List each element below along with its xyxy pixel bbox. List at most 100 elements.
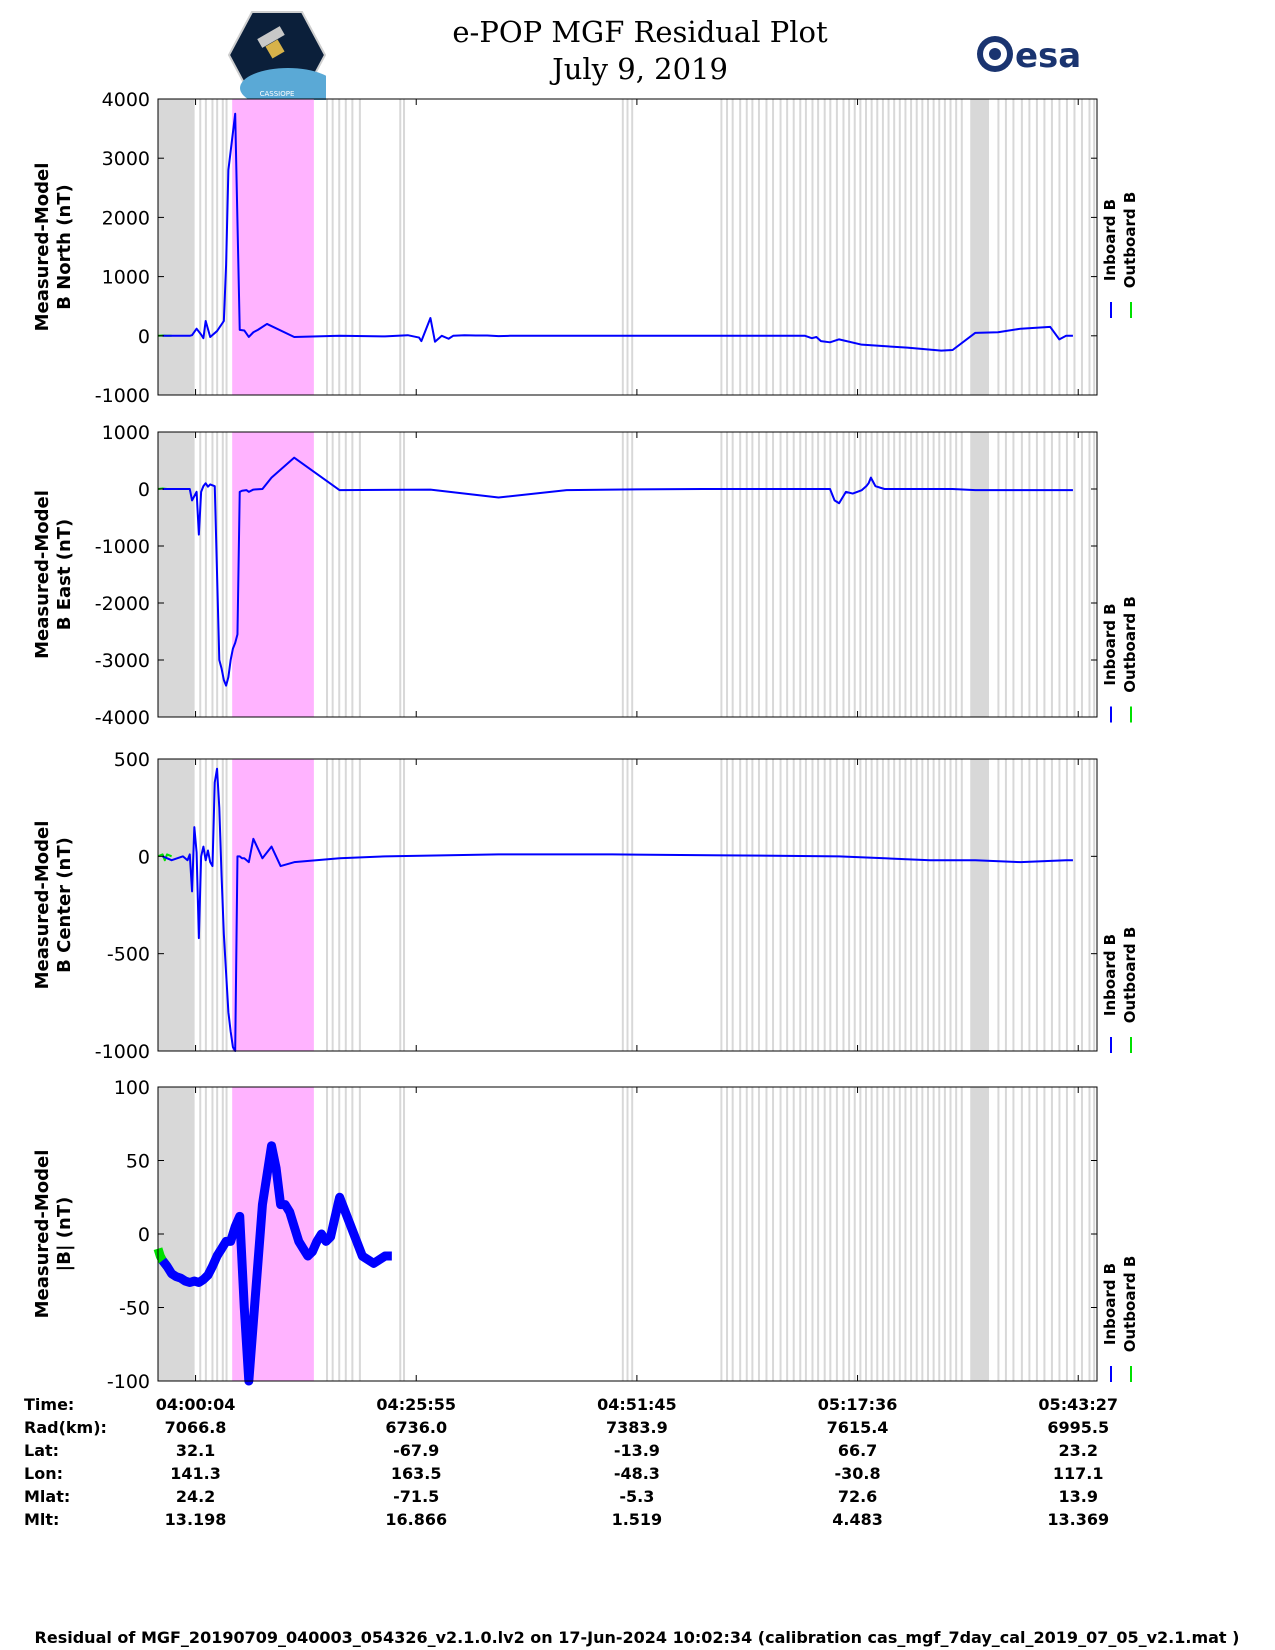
annotation-row-label: Lon:: [24, 1464, 63, 1483]
panel-4: 100 50 0 -50 -100 Measured-Model|B| (nT) Inboa…: [32, 1077, 1139, 1393]
title-line-1: e-POP MGF Residual Plot: [452, 15, 828, 49]
title-line-2: July 9, 2019: [552, 52, 728, 86]
annotation-value: 163.5: [391, 1464, 442, 1483]
annotation-value: 6995.5: [1047, 1418, 1109, 1437]
plot-frame: [157, 98, 1098, 396]
data-gap-band: [158, 99, 195, 395]
annotation-value: 16.866: [385, 1510, 447, 1529]
mission-logo: CASSIOPE: [228, 11, 326, 100]
annotation-value: -71.5: [393, 1487, 439, 1506]
annotation-row-label: Mlat:: [24, 1487, 70, 1506]
legend-outboard-label: Outboard B: [1121, 1256, 1139, 1353]
annotation-value: 7066.8: [165, 1418, 227, 1437]
esa-logo: esa: [977, 36, 1081, 76]
annotation-value: 23.2: [1058, 1441, 1097, 1460]
y-axis-label-line: Measured-Model: [32, 163, 53, 332]
annotation-value: 72.6: [838, 1487, 877, 1506]
annotation-value: -67.9: [393, 1441, 439, 1460]
annotation-table: Time: Rad(km): Lat: Lon: Mlat: Mlt: 04:00:04 70…: [24, 1395, 1118, 1529]
annotation-value: 05:17:36: [818, 1395, 898, 1414]
y-axis-label-line: B East (nT): [54, 519, 75, 631]
legend-inboard-label: Inboard B: [1101, 603, 1119, 685]
y-tick-label: -50: [119, 1298, 150, 1320]
y-axis-label-line: Measured-Model: [32, 1150, 53, 1319]
data-gap-band: [158, 759, 195, 1051]
annotation-value: 4.483: [832, 1510, 883, 1529]
annotation-row-label: Time:: [24, 1395, 74, 1414]
annotation-value: -13.9: [614, 1441, 660, 1460]
y-tick-label: 1000: [102, 267, 150, 289]
highlight-band: [232, 99, 314, 395]
inboard-series-line: [162, 767, 1073, 1052]
annotation-value: 1.519: [612, 1510, 663, 1529]
annotation-value: 117.1: [1053, 1464, 1104, 1483]
y-axis-label: Measured-ModelB Center (nT): [32, 821, 75, 990]
annotation-value: 13.198: [165, 1510, 227, 1529]
y-axis-label-line: |B| (nT): [54, 1197, 75, 1272]
annotation-value: 24.2: [176, 1487, 215, 1506]
annotation-value: 7615.4: [827, 1418, 889, 1437]
panel-1: 4000 3000 2000 1000 0 -1000 Measured-ModelB No…: [32, 89, 1139, 407]
data-gap-band: [970, 1087, 990, 1381]
annotation-value: 6736.0: [385, 1418, 447, 1437]
y-tick-label: -3000: [95, 650, 150, 672]
y-axis-label-line: Measured-Model: [32, 490, 53, 659]
y-tick-label: -2000: [95, 593, 150, 615]
annotation-value: -5.3: [619, 1487, 654, 1506]
plot-frame: [157, 431, 1098, 718]
panel-2: 1000 0 -1000 -2000 -3000 -4000 Measured-ModelB…: [32, 422, 1139, 729]
data-gap-band: [970, 759, 990, 1051]
inboard-series-line: [162, 456, 1073, 687]
annotation-value: 05:43:27: [1038, 1395, 1118, 1414]
annotation-row-label: Lat:: [24, 1441, 59, 1460]
highlight-band: [232, 432, 314, 717]
legend-outboard-label: Outboard B: [1121, 596, 1139, 693]
y-tick-label: 0: [138, 1224, 150, 1246]
y-tick-label: 50: [126, 1151, 150, 1173]
y-axis-label-line: Measured-Model: [32, 821, 53, 990]
y-tick-label: -4000: [95, 707, 150, 729]
legend-inboard-label: Inboard B: [1101, 199, 1119, 281]
annotation-value: 04:51:45: [597, 1395, 677, 1414]
y-tick-label: -1000: [95, 536, 150, 558]
y-tick-label: 2000: [102, 207, 150, 229]
y-tick-label: 1000: [102, 422, 150, 444]
legend-outboard-label: Outboard B: [1121, 192, 1139, 289]
y-tick-label: -100: [107, 1371, 150, 1393]
annotation-value: 04:25:55: [376, 1395, 456, 1414]
legend-inboard-label: Inboard B: [1101, 934, 1119, 1016]
highlight-band: [232, 759, 314, 1051]
outboard-series-line: [157, 853, 173, 862]
y-tick-label: -1000: [95, 1041, 150, 1063]
panel-3: 500 0 -500 -1000 Measured-ModelB Center (nT)…: [32, 749, 1139, 1063]
y-tick-label: 3000: [102, 148, 150, 170]
mission-logo-label: CASSIOPE: [260, 90, 295, 98]
annotation-value: -30.8: [834, 1464, 880, 1483]
page-title: e-POP MGF Residual Plot July 9, 2019: [420, 14, 860, 88]
annotation-row-label: Rad(km):: [24, 1418, 107, 1437]
y-tick-label: -1000: [95, 385, 150, 407]
annotation-value: 66.7: [838, 1441, 877, 1460]
data-gap-band: [970, 99, 990, 395]
y-axis-label: Measured-ModelB North (nT): [32, 163, 75, 332]
annotation-value: 13.9: [1058, 1487, 1097, 1506]
plot-frame: [157, 758, 1098, 1052]
esa-logo-label: esa: [1015, 36, 1081, 76]
data-gap-band: [158, 1087, 195, 1381]
annotation-value: -48.3: [614, 1464, 660, 1483]
inboard-series-line: [162, 112, 1073, 352]
y-axis-label: Measured-ModelB East (nT): [32, 490, 75, 659]
y-tick-label: 0: [138, 479, 150, 501]
annotation-value: 13.369: [1047, 1510, 1109, 1529]
annotation-value: 141.3: [170, 1464, 221, 1483]
y-tick-label: 0: [138, 326, 150, 348]
footer-text: Residual of MGF_20190709_040003_054326_v…: [35, 1628, 1240, 1647]
y-axis-label-line: B Center (nT): [54, 837, 75, 973]
annotation-row-label: Mlt:: [24, 1510, 59, 1529]
data-gap-band: [970, 432, 990, 717]
inboard-series-line: [158, 1141, 392, 1386]
y-tick-label: 0: [138, 846, 150, 868]
y-tick-label: 500: [114, 749, 150, 771]
